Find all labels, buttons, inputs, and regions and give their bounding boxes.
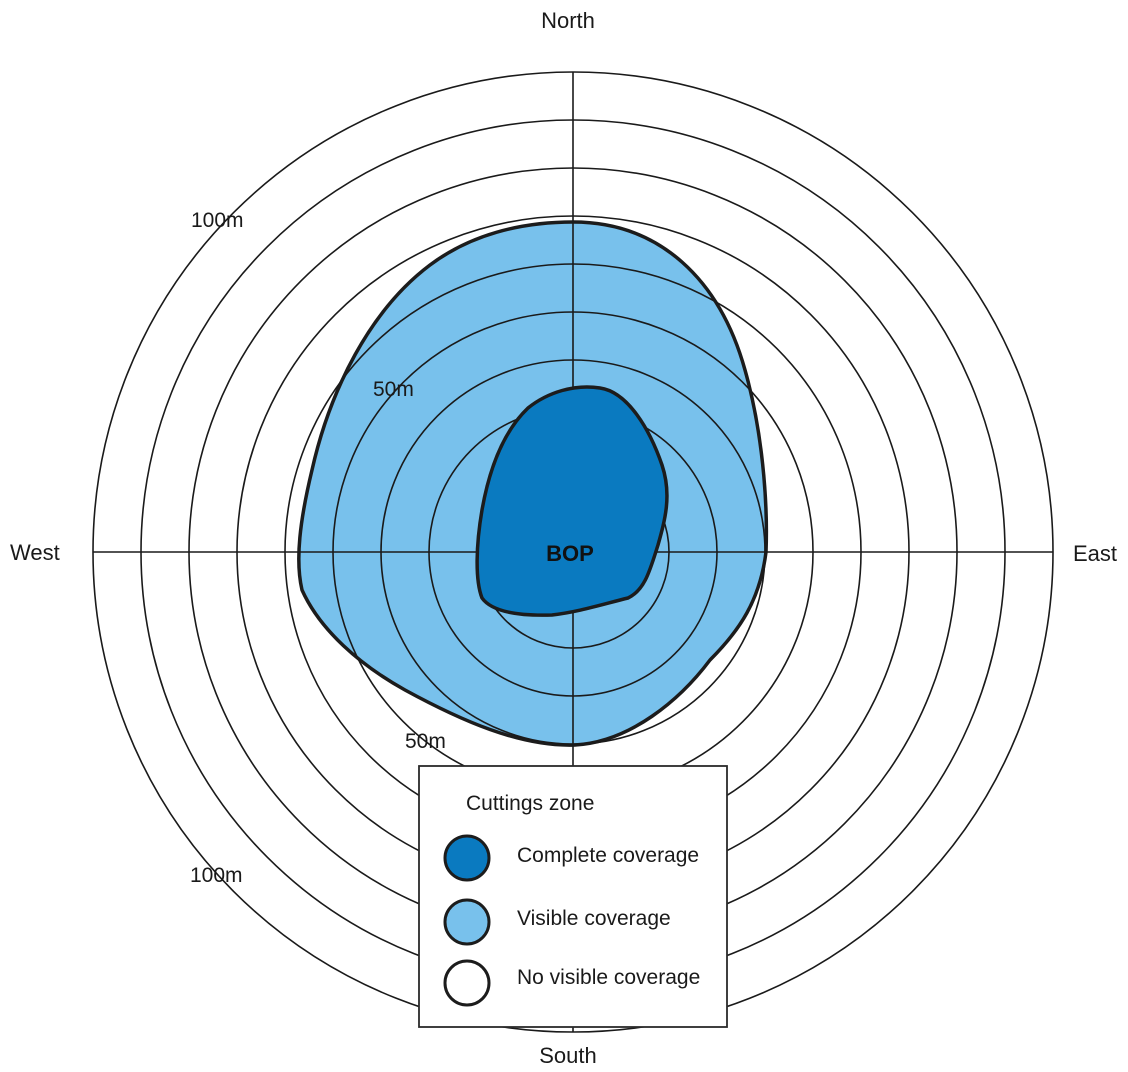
legend-swatch-complete [443,834,491,882]
legend-swatch-visible [443,898,491,946]
complete-coverage-zone [475,385,669,617]
bop-label: BOP [546,541,594,566]
ring-label-50m-upper: 50m [373,378,414,401]
legend-label-complete: Complete coverage [517,844,699,867]
south-label: South [539,1043,597,1068]
legend-swatch-none [443,959,491,1007]
ring-label-50m-lower: 50m [405,730,446,753]
legend-title: Cuttings zone [466,792,594,815]
legend: Cuttings zone Complete coverage Visible … [418,765,728,1028]
north-label: North [541,8,595,33]
legend-label-visible: Visible coverage [517,907,671,930]
east-label: East [1073,541,1117,566]
west-label: West [10,540,60,565]
legend-label-none: No visible coverage [517,966,700,989]
ring-label-100m-lower: 100m [190,864,243,887]
ring-label-100m-upper: 100m [191,209,244,232]
